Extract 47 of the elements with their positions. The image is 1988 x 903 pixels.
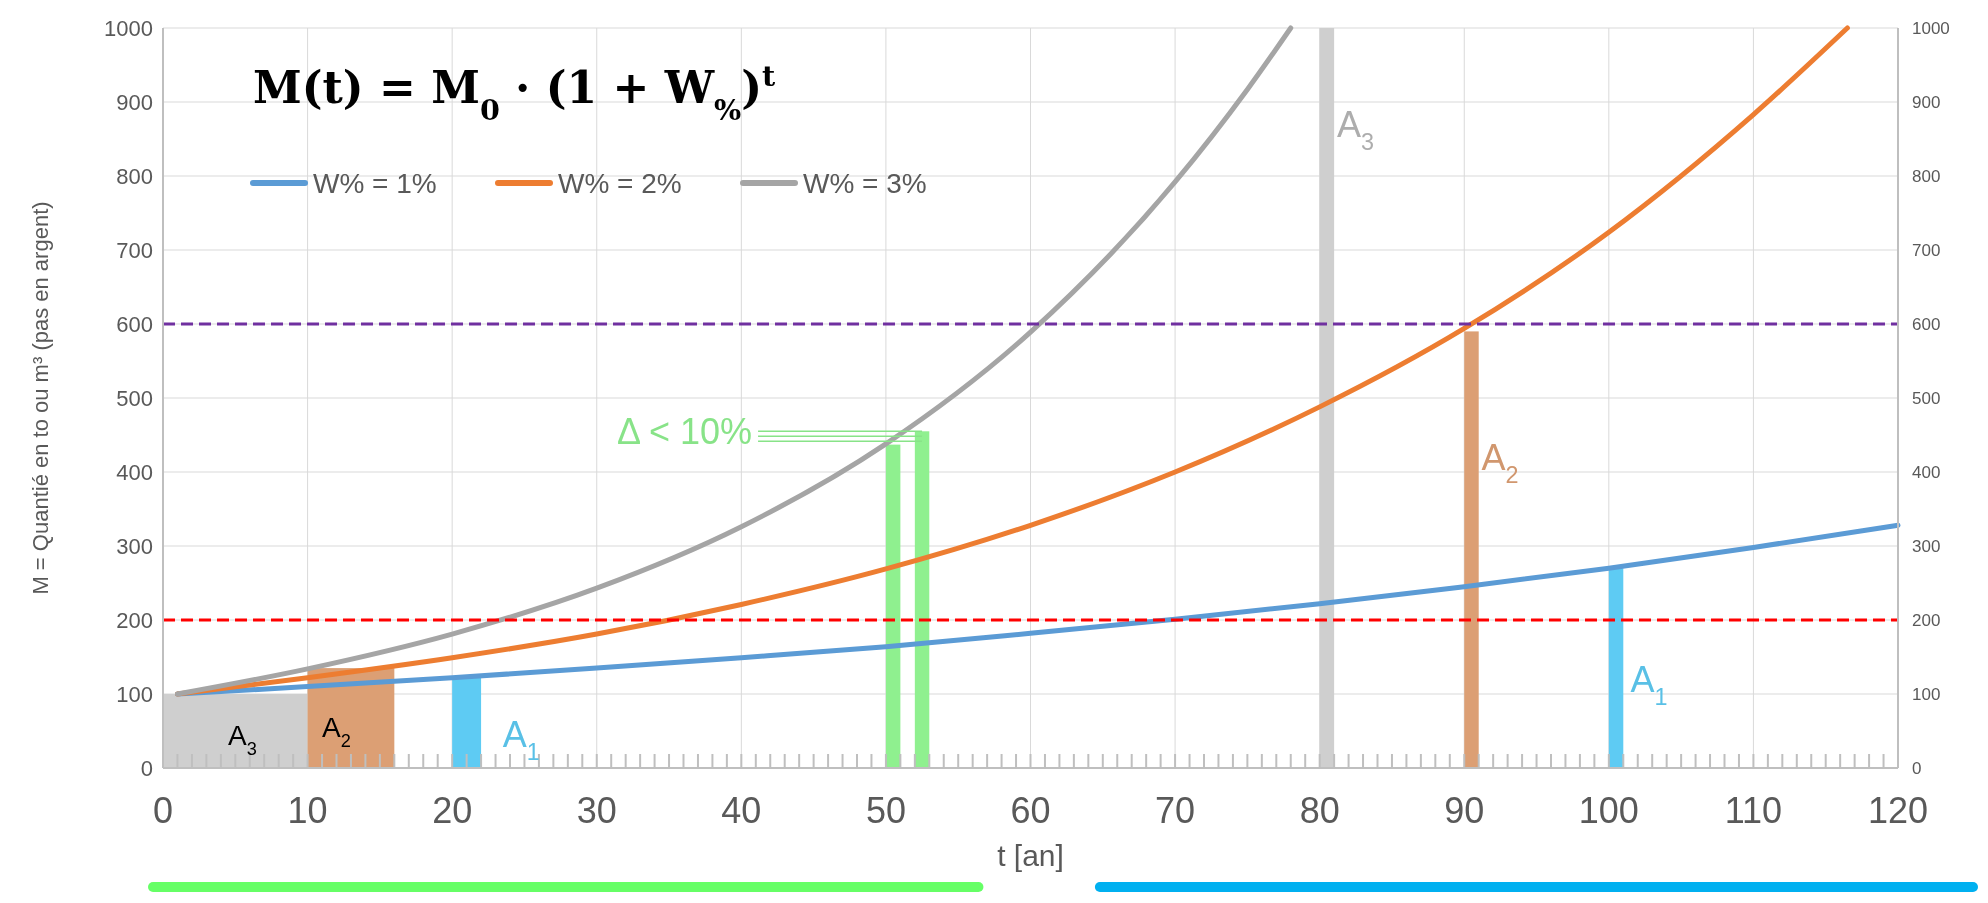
y2-tick-label: 800 [1912, 166, 1941, 186]
y-tick-label: 100 [116, 681, 153, 707]
y-axis-title: M = Quantié en to ou m³ (pas en argent) [28, 201, 53, 595]
y2-tick-label: 700 [1912, 240, 1941, 260]
x-tick-label: 20 [432, 790, 473, 831]
y2-tick-label: 200 [1912, 610, 1941, 630]
legend-label: W% = 1% [313, 167, 437, 199]
annotation: M(t) = M$_{0}$ · (1 + W$_{%}$)$^{t}$ [253, 59, 777, 127]
y-tick-label: 0 [140, 755, 153, 781]
x-tick-label: 30 [576, 790, 617, 831]
x-tick-label: 100 [1578, 790, 1639, 831]
x-tick-label: 90 [1444, 790, 1485, 831]
y-tick-label: 800 [116, 163, 153, 189]
legend-label: W% = 2% [558, 167, 682, 199]
y-tick-label: 500 [116, 385, 153, 411]
annotation: A$_{3}$ [228, 719, 257, 759]
y2-tick-label: 100 [1912, 684, 1941, 704]
y2-tick-label: 1000 [1912, 18, 1950, 38]
y2-tick-label: 400 [1912, 462, 1941, 482]
legend-label: W% = 3% [803, 167, 927, 199]
annotation: A$_{1}$ [1630, 658, 1668, 710]
x-axis-title: t [an] [997, 839, 1064, 872]
annotation: Δ < 10% [616, 410, 753, 452]
y-tick-label: 600 [116, 311, 153, 337]
y-tick-label: 300 [116, 533, 153, 559]
x-tick-label: 50 [865, 790, 906, 831]
y-tick-label: 400 [116, 459, 153, 485]
y-tick-label: 1000 [104, 15, 153, 41]
y-tick-label: 900 [116, 89, 153, 115]
y2-tick-label: 900 [1912, 92, 1941, 112]
y2-tick-label: 500 [1912, 388, 1941, 408]
x-tick-label: 110 [1724, 790, 1783, 831]
x-tick-label: 70 [1155, 790, 1196, 831]
x-tick-label: 80 [1299, 790, 1340, 831]
y2-tick-label: 600 [1912, 314, 1941, 334]
annotation: A$_{2}$ [322, 712, 351, 752]
annotation: A$_{2}$ [1481, 436, 1519, 488]
y2-tick-label: 300 [1912, 536, 1941, 556]
x-tick-label: 40 [721, 790, 762, 831]
y-tick-label: 200 [116, 607, 153, 633]
y-tick-label: 700 [116, 237, 153, 263]
x-tick-label: 60 [1010, 790, 1051, 831]
y2-tick-label: 0 [1912, 758, 1922, 778]
annotation: A$_{1}$ [502, 714, 540, 766]
annotation: A$_{3}$ [1337, 103, 1375, 155]
x-tick-label: 10 [287, 790, 328, 831]
x-tick-label: 120 [1867, 790, 1929, 831]
